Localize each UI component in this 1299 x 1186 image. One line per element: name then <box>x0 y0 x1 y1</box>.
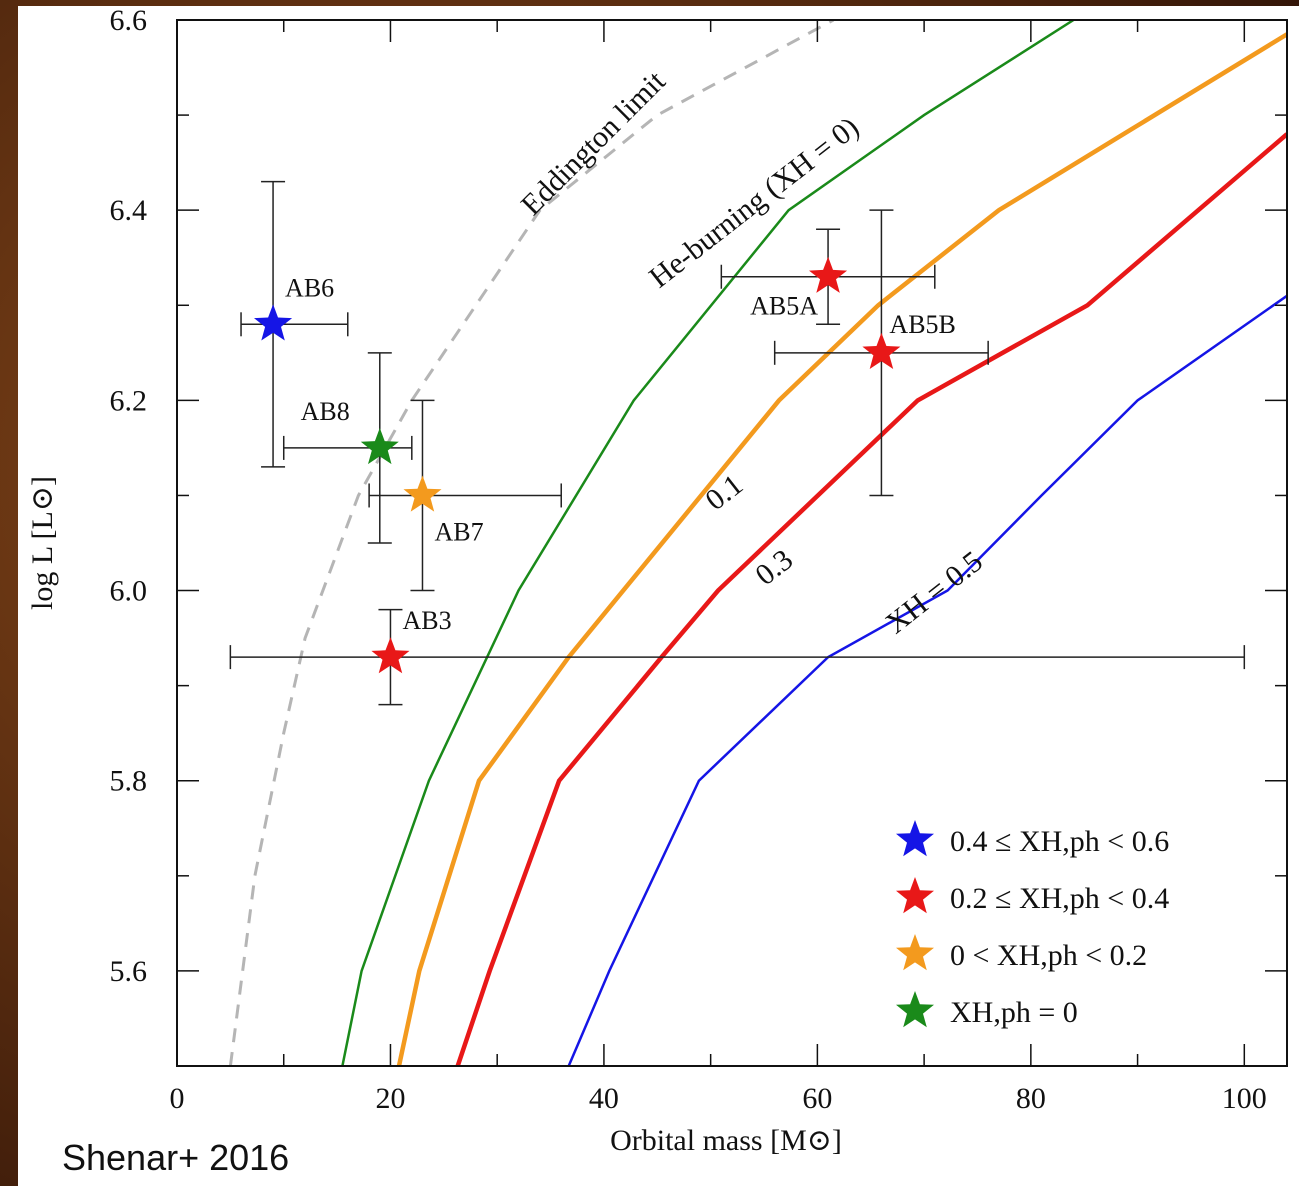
y-tick-label: 5.8 <box>110 765 148 798</box>
y-tick-label: 6.6 <box>110 4 148 37</box>
x-tick-label: 0 <box>170 1082 185 1115</box>
source: Shenar+ 2016 <box>62 1137 289 1178</box>
legend-label: 0 < XH,ph < 0.2 <box>950 939 1147 972</box>
point-label: AB8 <box>301 397 350 426</box>
y-axis-label: log L [L⊙] <box>26 476 59 610</box>
point-label: AB3 <box>402 606 451 635</box>
page: {"chart_data": { "type": "scatter", "x_l… <box>0 0 1299 1186</box>
point-label: AB7 <box>434 517 483 546</box>
legend-label: 0.2 ≤ XH,ph < 0.4 <box>950 882 1169 915</box>
x-tick-label: 60 <box>802 1082 832 1115</box>
y-tick-label: 6.0 <box>110 575 148 608</box>
x-axis-label: Orbital mass [M⊙] <box>610 1124 842 1157</box>
x-tick-label: 80 <box>1016 1082 1046 1115</box>
panel <box>18 6 1299 1186</box>
chart: Orbital mass [M⊙] log L [L⊙] Shenar+ 201… <box>0 0 1299 1186</box>
point-label: AB5B <box>889 310 955 339</box>
x-tick-label: 40 <box>589 1082 619 1115</box>
legend-label: 0.4 ≤ XH,ph < 0.6 <box>950 825 1169 858</box>
legend-label: XH,ph = 0 <box>950 996 1078 1029</box>
x-tick-label: 100 <box>1222 1082 1267 1115</box>
y-tick-label: 5.6 <box>110 955 148 988</box>
y-tick-label: 6.2 <box>110 384 148 417</box>
x-tick-label: 20 <box>375 1082 405 1115</box>
point-label: AB6 <box>285 273 334 302</box>
point-label: AB5A <box>750 292 818 321</box>
y-tick-label: 6.4 <box>110 194 148 227</box>
